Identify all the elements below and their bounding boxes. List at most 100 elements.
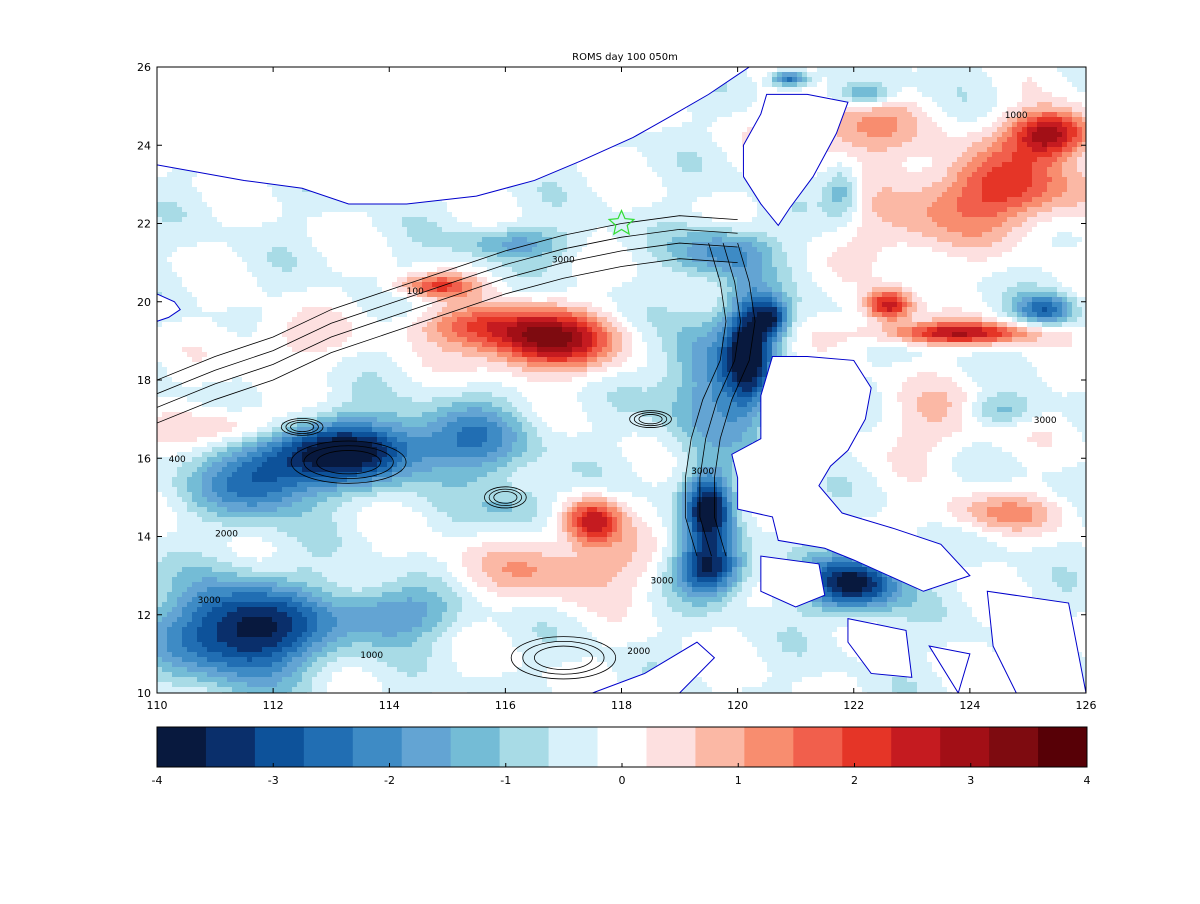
field-cell [532,182,538,188]
field-cell [287,192,293,198]
field-cell [667,167,673,173]
field-cell [837,162,843,168]
field-cell [902,132,908,138]
field-cell [952,72,958,78]
field-cell [1062,97,1068,103]
field-cell [737,192,743,198]
field-cell [842,137,848,143]
field-cell [962,82,968,88]
field-cell [927,92,933,98]
field-cell [862,157,868,163]
field-cell [662,122,668,128]
field-cell [752,107,758,113]
field-cell [867,112,873,118]
field-cell [862,122,868,128]
field-cell [622,152,628,158]
field-cell [732,172,738,178]
field-cell [1072,172,1078,178]
field-cell [1057,87,1063,93]
field-cell [682,117,688,123]
field-cell [1017,187,1023,193]
field-cell [867,107,873,113]
field-cell [1032,87,1038,93]
field-cell [1022,67,1028,73]
field-cell [922,167,928,173]
field-cell [877,162,883,168]
field-cell [1067,187,1073,193]
field-cell [667,162,673,168]
field-cell [912,137,918,143]
field-cell [287,197,293,203]
field-cell [932,152,938,158]
field-cell [607,152,613,158]
field-cell [177,197,183,203]
field-cell [1012,167,1018,173]
field-cell [662,167,668,173]
field-cell [822,187,828,193]
field-cell [1017,97,1023,103]
field-cell [1067,82,1073,88]
field-cell [987,82,993,88]
field-cell [247,192,253,198]
field-cell [1082,87,1086,93]
field-cell [992,87,998,93]
field-cell [707,182,713,188]
field-cell [847,167,853,173]
field-cell [1042,92,1048,98]
field-cell [897,172,903,178]
field-cell [292,192,298,198]
field-cell [852,187,858,193]
field-cell [922,122,928,128]
field-cell [932,72,938,78]
field-cell [182,177,188,183]
field-cell [627,177,633,183]
field-cell [1062,92,1068,98]
field-cell [1052,122,1058,128]
field-cell [972,172,978,178]
field-cell [202,197,208,203]
field-cell [792,77,798,83]
field-cell [912,92,918,98]
field-cell [192,197,198,203]
field-cell [742,117,748,123]
field-cell [522,197,528,203]
field-cell [972,167,978,173]
field-cell [532,187,538,193]
field-cell [502,187,508,193]
field-cell [977,117,983,123]
field-cell [627,187,633,193]
field-cell [722,147,728,153]
field-cell [737,187,743,193]
field-cell [867,142,873,148]
field-cell [1032,177,1038,183]
field-cell [1067,157,1073,163]
field-cell [732,92,738,98]
field-cell [987,102,993,108]
map-panel: 1003000100040020003000100030002000300030… [157,67,1086,693]
field-cell [902,127,908,133]
field-cell [832,197,838,203]
field-cell [762,87,768,93]
field-cell [657,127,663,133]
field-cell [972,137,978,143]
field-cell [262,197,268,203]
field-cell [717,102,723,108]
field-cell [967,152,973,158]
field-cell [912,152,918,158]
field-cell [997,127,1003,133]
field-cell [1082,162,1086,168]
field-cell [927,87,933,93]
field-cell [882,77,888,83]
field-cell [637,167,643,173]
field-cell [622,182,628,188]
field-cell [887,112,893,118]
field-cell [842,142,848,148]
field-cell [1022,152,1028,158]
field-cell [827,87,833,93]
field-cell [1017,142,1023,148]
field-cell [847,192,853,198]
field-cell [912,97,918,103]
field-cell [307,192,313,198]
field-cell [997,172,1003,178]
field-cell [847,182,853,188]
